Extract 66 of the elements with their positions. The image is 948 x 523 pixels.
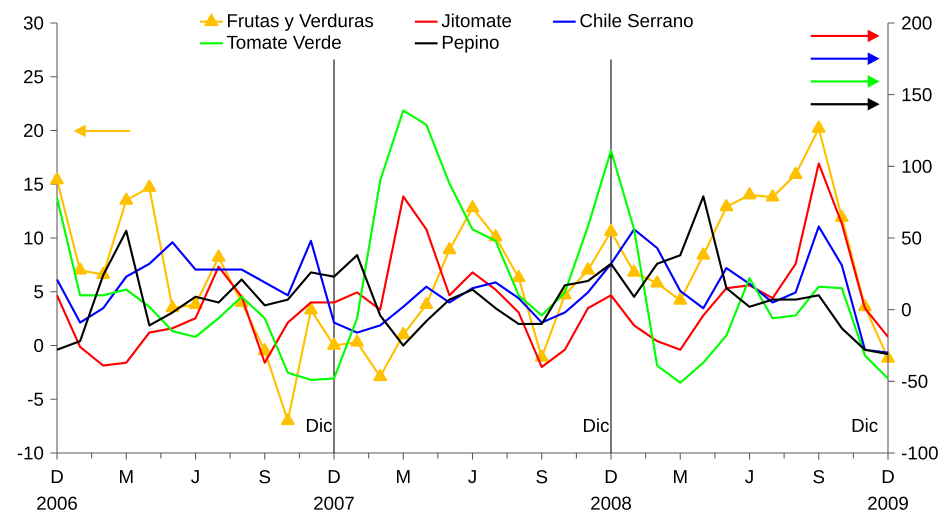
point [327, 338, 341, 350]
point [788, 166, 803, 179]
y-tick-label: 5 [34, 285, 44, 298]
x-tick-label: D 2006 [37, 470, 77, 510]
x-tick-label: M [120, 470, 133, 483]
y-tick-label: 10 [24, 231, 44, 245]
point [119, 192, 134, 205]
point [142, 180, 156, 192]
y2-tick-label: 0 [902, 303, 911, 316]
y2-tick-label: 100 [902, 160, 932, 173]
point [373, 368, 388, 382]
point [812, 120, 826, 133]
legend-label: Jitomate [442, 14, 512, 28]
ref-line-label: Dic [584, 418, 609, 432]
point [742, 187, 756, 200]
point [766, 189, 780, 202]
point [466, 200, 480, 212]
y-tick-label: 20 [24, 124, 44, 138]
point [420, 296, 434, 310]
point [442, 242, 456, 254]
y2-tick-label: -50 [902, 374, 928, 388]
point [73, 262, 87, 275]
legend-label: Tomate Verde [226, 35, 341, 49]
point [604, 224, 618, 236]
x-tick-label: J [468, 470, 476, 484]
y-tick-label: 30 [24, 16, 44, 30]
x-tick-label: S [813, 470, 824, 484]
line-series [56, 162, 890, 368]
point [673, 292, 688, 305]
x-tick-label: M [397, 470, 410, 483]
x-tick-label: J [191, 470, 199, 484]
point [188, 296, 202, 310]
y-tick-label: 25 [24, 70, 44, 84]
x-tick-label: M [674, 470, 687, 483]
point [581, 262, 595, 275]
point [696, 247, 710, 260]
y-tick-label: -5 [28, 392, 44, 406]
x-tick-label: S [259, 470, 270, 484]
y-tick-label: -10 [18, 446, 44, 460]
line-series [56, 109, 890, 384]
x-tick-label: S [536, 470, 548, 484]
y2-tick-label: -100 [902, 446, 938, 460]
y2-tick-label: 150 [902, 88, 932, 102]
annotation: Dic [852, 418, 878, 432]
x-tick-label: D 2007 [314, 470, 354, 510]
legend-label: Chile Serrano [580, 14, 693, 28]
y2-tick-label: 50 [902, 231, 922, 245]
x-tick-label: J [745, 470, 753, 484]
y-tick-label: 0 [34, 338, 44, 352]
point [627, 264, 641, 277]
x-tick-label: D 2008 [591, 470, 631, 510]
y-tick-label: 15 [24, 178, 44, 191]
point [50, 172, 64, 184]
point [650, 275, 664, 288]
point [350, 334, 364, 347]
point [281, 413, 295, 426]
x-tick-label: D 2009 [868, 470, 908, 510]
y2-tick-label: 200 [902, 16, 932, 30]
point [304, 302, 318, 314]
legend-label: Pepino [442, 35, 499, 53]
point [212, 250, 226, 262]
point [512, 270, 526, 282]
point [720, 199, 734, 212]
ref-line-label: Dic [306, 418, 332, 432]
point [396, 327, 410, 340]
legend-label: Frutas y Verduras [228, 14, 374, 31]
